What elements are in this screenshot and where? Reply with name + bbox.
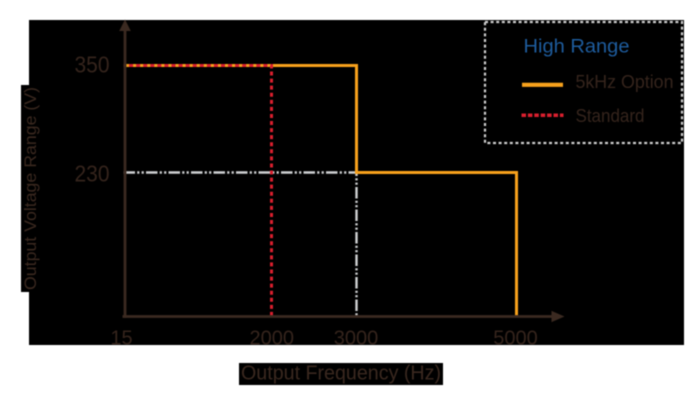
svg-text:230: 230 [75, 161, 110, 187]
svg-text:3000: 3000 [334, 328, 379, 350]
svg-text:15: 15 [110, 328, 132, 350]
svg-text:Output Frequency (Hz): Output Frequency (Hz) [241, 363, 441, 385]
svg-text:2000: 2000 [250, 328, 295, 350]
svg-text:High Range: High Range [524, 37, 630, 58]
svg-text:Standard: Standard [576, 106, 645, 126]
svg-text:350: 350 [75, 52, 110, 78]
svg-text:5kHz Option: 5kHz Option [576, 72, 674, 92]
svg-text:Output Voltage Range (V): Output Voltage Range (V) [21, 87, 40, 290]
svg-text:5000: 5000 [493, 328, 538, 350]
